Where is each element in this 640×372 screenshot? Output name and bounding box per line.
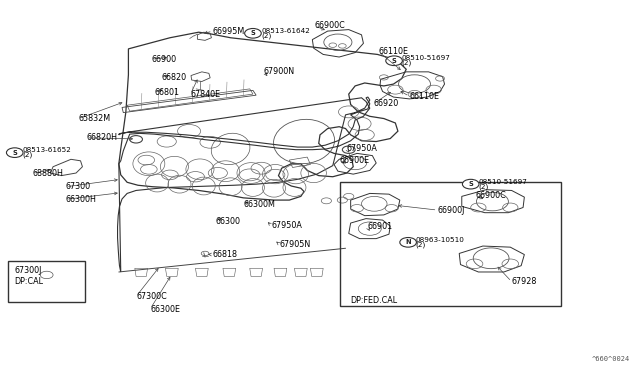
- Text: 66110E: 66110E: [379, 47, 409, 56]
- Text: 67300: 67300: [66, 182, 91, 191]
- Text: 66818: 66818: [212, 250, 237, 259]
- Text: S: S: [12, 150, 17, 155]
- Text: 08510-51697: 08510-51697: [478, 179, 527, 185]
- Text: DP:CAL: DP:CAL: [15, 277, 44, 286]
- Text: 66820: 66820: [162, 73, 187, 82]
- Text: 67300C: 67300C: [136, 292, 167, 301]
- Text: 66820H: 66820H: [86, 133, 117, 142]
- Text: 66300E: 66300E: [150, 305, 180, 314]
- Text: 08513-61642: 08513-61642: [261, 28, 310, 34]
- Text: DP:FED.CAL: DP:FED.CAL: [351, 296, 398, 305]
- Text: 66300: 66300: [216, 217, 241, 226]
- Text: 67950A: 67950A: [347, 144, 378, 153]
- Text: S: S: [468, 181, 473, 187]
- Text: 67928: 67928: [511, 277, 537, 286]
- Text: 66900C: 66900C: [315, 22, 346, 31]
- Text: 08510-51697: 08510-51697: [402, 55, 451, 61]
- Circle shape: [400, 237, 417, 247]
- Text: 67840E: 67840E: [190, 90, 221, 99]
- Bar: [8, 261, 85, 302]
- Text: 66900J: 66900J: [438, 206, 465, 215]
- Text: 08513-61652: 08513-61652: [22, 147, 71, 153]
- Text: 66110E: 66110E: [410, 92, 440, 101]
- Text: 68880H: 68880H: [33, 169, 63, 178]
- Text: 66901: 66901: [367, 222, 392, 231]
- Circle shape: [463, 179, 479, 189]
- Circle shape: [386, 56, 403, 65]
- Text: 66900E: 66900E: [339, 155, 369, 164]
- Text: 66900: 66900: [152, 55, 177, 64]
- Text: 66920: 66920: [374, 99, 399, 108]
- Text: 67900N: 67900N: [264, 67, 295, 76]
- Text: 67905N: 67905N: [280, 240, 311, 249]
- Text: ^660^0024: ^660^0024: [591, 356, 630, 362]
- Text: 67300J: 67300J: [15, 266, 42, 275]
- Text: (2): (2): [416, 241, 426, 248]
- Text: 65832M: 65832M: [79, 114, 111, 123]
- Text: (2): (2): [478, 183, 488, 190]
- Text: 66801: 66801: [155, 88, 180, 97]
- Circle shape: [244, 29, 261, 38]
- Text: (2): (2): [402, 60, 412, 66]
- Text: 66300H: 66300H: [66, 195, 97, 204]
- Text: S: S: [251, 30, 255, 36]
- Text: (2): (2): [22, 152, 33, 158]
- Circle shape: [6, 148, 23, 157]
- Text: (2): (2): [261, 33, 271, 39]
- Text: 08963-10510: 08963-10510: [416, 237, 465, 243]
- Text: S: S: [392, 58, 396, 64]
- Text: 66900C: 66900C: [476, 191, 507, 200]
- Text: 67950A: 67950A: [271, 221, 302, 230]
- Text: 66300M: 66300M: [243, 200, 275, 209]
- Text: 66995M: 66995M: [212, 26, 245, 36]
- Text: N: N: [405, 239, 411, 245]
- Bar: [340, 182, 561, 307]
